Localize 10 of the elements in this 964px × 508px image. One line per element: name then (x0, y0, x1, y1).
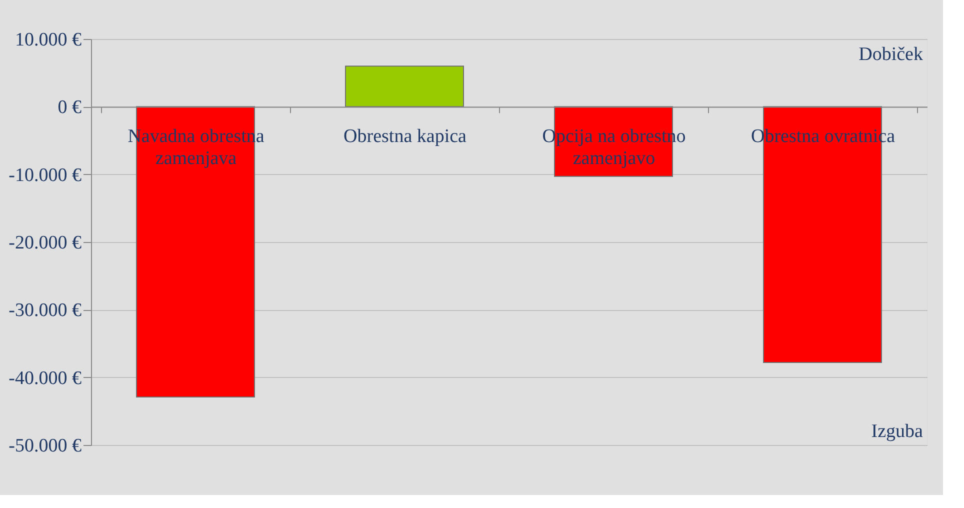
y-tick-label: -20.000 € (8, 232, 82, 254)
y-tick-label: 10.000 € (15, 30, 82, 50)
y-tick-label: -40.000 € (8, 368, 82, 389)
y-tick-label: 0 € (58, 97, 82, 118)
y-tick-label: -10.000 € (8, 164, 82, 186)
y-tick-label: -30.000 € (8, 300, 82, 322)
annotation: Dobiček (858, 44, 924, 65)
annotation: Izguba (871, 421, 924, 442)
x-tick-label: Obrestna kapica (344, 126, 468, 148)
y-tick-label: -50.000 € (8, 436, 82, 456)
